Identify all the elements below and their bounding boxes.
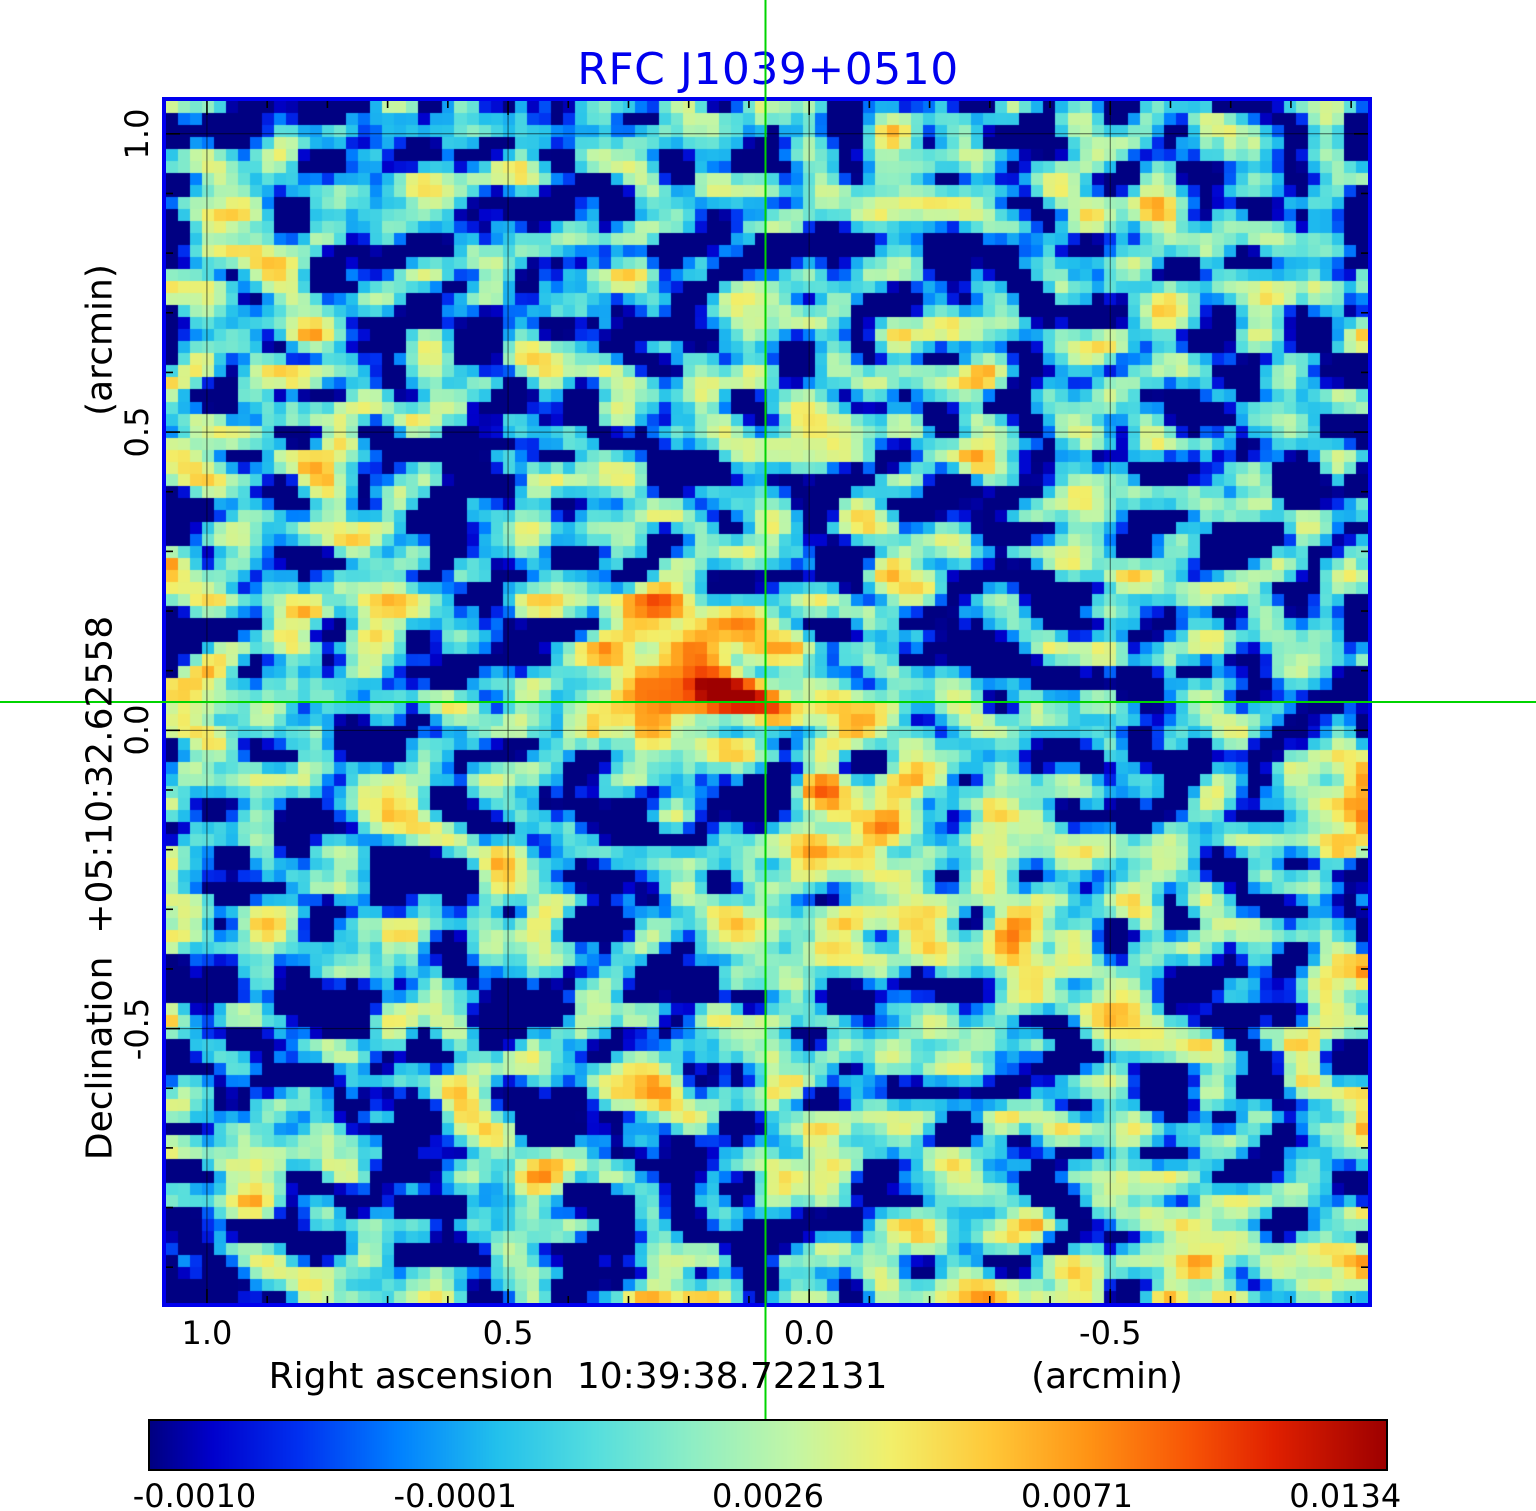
colorbar-tick-label: 0.0071 [1021,1477,1133,1511]
colorbar-canvas [150,1421,1386,1469]
y-axis-unit: (arcmin) [79,264,121,416]
y-tick-label: 0.5 [118,406,156,458]
y-tick-label: 0.0 [118,704,156,756]
figure-title: RFC J1039+0510 [577,44,959,95]
y-axis-title: Declination +05:10:32.62558 [79,615,121,1161]
x-tick-label: 1.0 [181,1314,233,1352]
x-tick-label: 0.5 [482,1314,534,1352]
colorbar-tick-label: -0.0010 [132,1477,257,1511]
x-axis-unit: (arcmin) [1031,1356,1183,1397]
colorbar-tick-label: -0.0001 [393,1477,518,1511]
y-tick-label: -0.5 [118,997,156,1060]
y-tick-label: 1.0 [118,108,156,160]
x-axis-title: Right ascension 10:39:38.722131 [268,1356,888,1397]
x-tick-label: 0.0 [783,1314,835,1352]
heatmap-canvas [166,101,1368,1303]
colorbar-tick-label: 0.0026 [712,1477,824,1511]
colorbar-tick-label: 0.0134 [1289,1477,1402,1511]
sky-map [162,97,1372,1307]
x-tick-label: -0.5 [1079,1314,1142,1352]
colorbar [148,1419,1388,1471]
